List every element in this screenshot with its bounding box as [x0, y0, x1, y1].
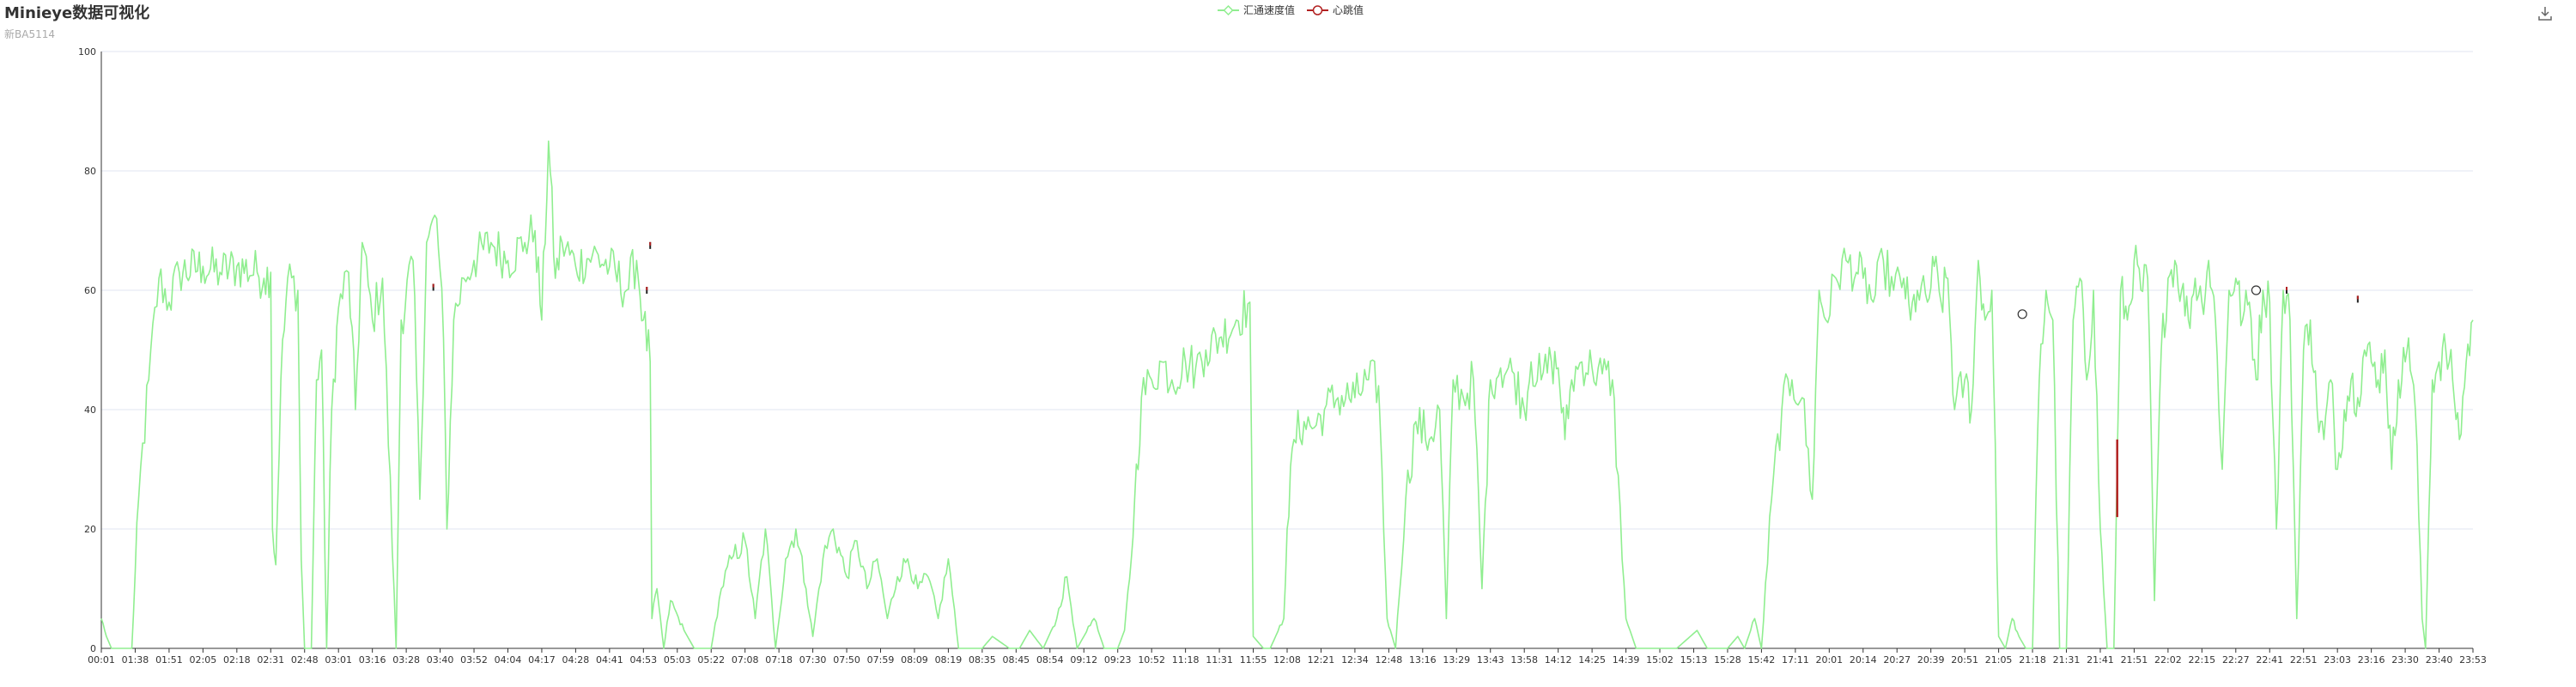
- x-tick-label: 22:27: [2222, 654, 2250, 666]
- y-tick-label: 60: [84, 285, 96, 296]
- x-tick-label: 21:41: [2087, 654, 2114, 666]
- x-tick-label: 20:14: [1850, 654, 1877, 666]
- x-tick-label: 07:30: [799, 654, 827, 666]
- y-tick-label: 0: [90, 643, 96, 654]
- x-tick-label: 15:42: [1748, 654, 1776, 666]
- legend-line-circle-icon: [1307, 4, 1329, 15]
- x-tick-label: 10:52: [1138, 654, 1165, 666]
- x-tick-label: 14:39: [1613, 654, 1640, 666]
- y-tick-label: 100: [78, 46, 96, 58]
- x-tick-label: 21:31: [2053, 654, 2081, 666]
- x-tick-label: 08:45: [1002, 654, 1030, 666]
- x-tick-label: 20:27: [1883, 654, 1911, 666]
- x-tick-label: 00:01: [88, 654, 115, 666]
- x-tick-label: 08:19: [935, 654, 963, 666]
- x-tick-label: 13:29: [1443, 654, 1470, 666]
- speed-series-line: [100, 140, 2474, 649]
- x-tick-label: 22:41: [2256, 654, 2283, 666]
- x-tick-label: 23:16: [2358, 654, 2385, 666]
- x-tick-label: 23:03: [2324, 654, 2351, 666]
- x-tick-label: 20:01: [1815, 654, 1843, 666]
- x-tick-label: 13:43: [1477, 654, 1504, 666]
- x-tick-label: 03:01: [325, 654, 352, 666]
- x-tick-label: 05:22: [697, 654, 725, 666]
- x-tick-label: 23:40: [2426, 654, 2453, 666]
- x-tick-label: 11:55: [1240, 654, 1267, 666]
- x-tick-label: 02:05: [190, 654, 217, 666]
- x-tick-label: 22:02: [2154, 654, 2182, 666]
- x-tick-label: 13:16: [1409, 654, 1437, 666]
- y-tick-label: 80: [84, 166, 96, 177]
- x-tick-label: 04:53: [629, 654, 657, 666]
- x-tick-label: 21:51: [2121, 654, 2148, 666]
- x-tick-label: 02:18: [223, 654, 251, 666]
- x-tick-label: 08:54: [1036, 654, 1064, 666]
- x-tick-label: 15:28: [1714, 654, 1741, 666]
- chart-title: Minieye数据可视化: [4, 4, 150, 22]
- y-tick-label: 40: [84, 404, 96, 416]
- legend-line-diamond-icon: [1218, 4, 1239, 15]
- x-tick-label: 22:51: [2290, 654, 2318, 666]
- x-tick-label: 17:11: [1782, 654, 1809, 666]
- x-tick-label: 20:39: [1917, 654, 1945, 666]
- x-tick-label: 03:16: [359, 654, 386, 666]
- legend: 汇通速度值 心跳值: [1218, 3, 1364, 17]
- x-tick-label: 21:05: [1985, 654, 2013, 666]
- x-tick-label: 02:48: [291, 654, 319, 666]
- x-tick-label: 12:48: [1376, 654, 1403, 666]
- x-tick-label: 03:40: [427, 654, 454, 666]
- x-tick-label: 01:51: [155, 654, 183, 666]
- legend-label-heartbeat: 心跳值: [1333, 4, 1364, 16]
- x-tick-label: 12:08: [1273, 654, 1301, 666]
- x-tick-label: 04:28: [562, 654, 590, 666]
- x-tick-label: 03:52: [460, 654, 488, 666]
- x-tick-label: 08:09: [901, 654, 928, 666]
- x-tick-label: 15:02: [1646, 654, 1674, 666]
- x-tick-label: 15:13: [1680, 654, 1708, 666]
- x-tick-label: 22:15: [2188, 654, 2215, 666]
- legend-item-speed[interactable]: 汇通速度值: [1218, 3, 1295, 17]
- x-tick-label: 07:59: [867, 654, 895, 666]
- x-tick-label: 23:53: [2459, 654, 2487, 666]
- x-tick-label: 11:31: [1206, 654, 1233, 666]
- y-tick-label: 20: [84, 524, 96, 535]
- x-tick-label: 03:28: [392, 654, 420, 666]
- x-tick-label: 13:58: [1510, 654, 1538, 666]
- download-icon[interactable]: [2536, 4, 2555, 23]
- x-tick-label: 09:23: [1104, 654, 1132, 666]
- x-tick-label: 11:18: [1172, 654, 1200, 666]
- x-tick-label: 12:34: [1341, 654, 1369, 666]
- x-tick-label: 07:18: [765, 654, 793, 666]
- x-tick-label: 01:38: [122, 654, 149, 666]
- x-tick-label: 23:30: [2391, 654, 2419, 666]
- x-tick-label: 04:04: [495, 654, 522, 666]
- legend-item-heartbeat[interactable]: 心跳值: [1307, 3, 1364, 17]
- x-tick-label: 07:50: [833, 654, 860, 666]
- x-tick-label: 04:17: [528, 654, 556, 666]
- x-tick-label: 02:31: [257, 654, 284, 666]
- x-tick-label: 21:18: [2019, 654, 2046, 666]
- x-tick-label: 12:21: [1308, 654, 1335, 666]
- legend-label-speed: 汇通速度值: [1243, 4, 1296, 16]
- x-tick-label: 08:35: [969, 654, 996, 666]
- x-tick-label: 14:12: [1545, 654, 1572, 666]
- heartbeat-point: [2251, 285, 2262, 295]
- x-tick-label: 04:41: [596, 654, 623, 666]
- x-tick-label: 20:51: [1951, 654, 1978, 666]
- chart-subtitle: 新BA5114: [4, 28, 55, 40]
- heartbeat-point: [2017, 309, 2027, 319]
- x-tick-label: 09:12: [1070, 654, 1097, 666]
- x-tick-label: 07:08: [732, 654, 759, 666]
- x-tick-label: 14:25: [1578, 654, 1606, 666]
- x-tick-label: 05:03: [664, 654, 691, 666]
